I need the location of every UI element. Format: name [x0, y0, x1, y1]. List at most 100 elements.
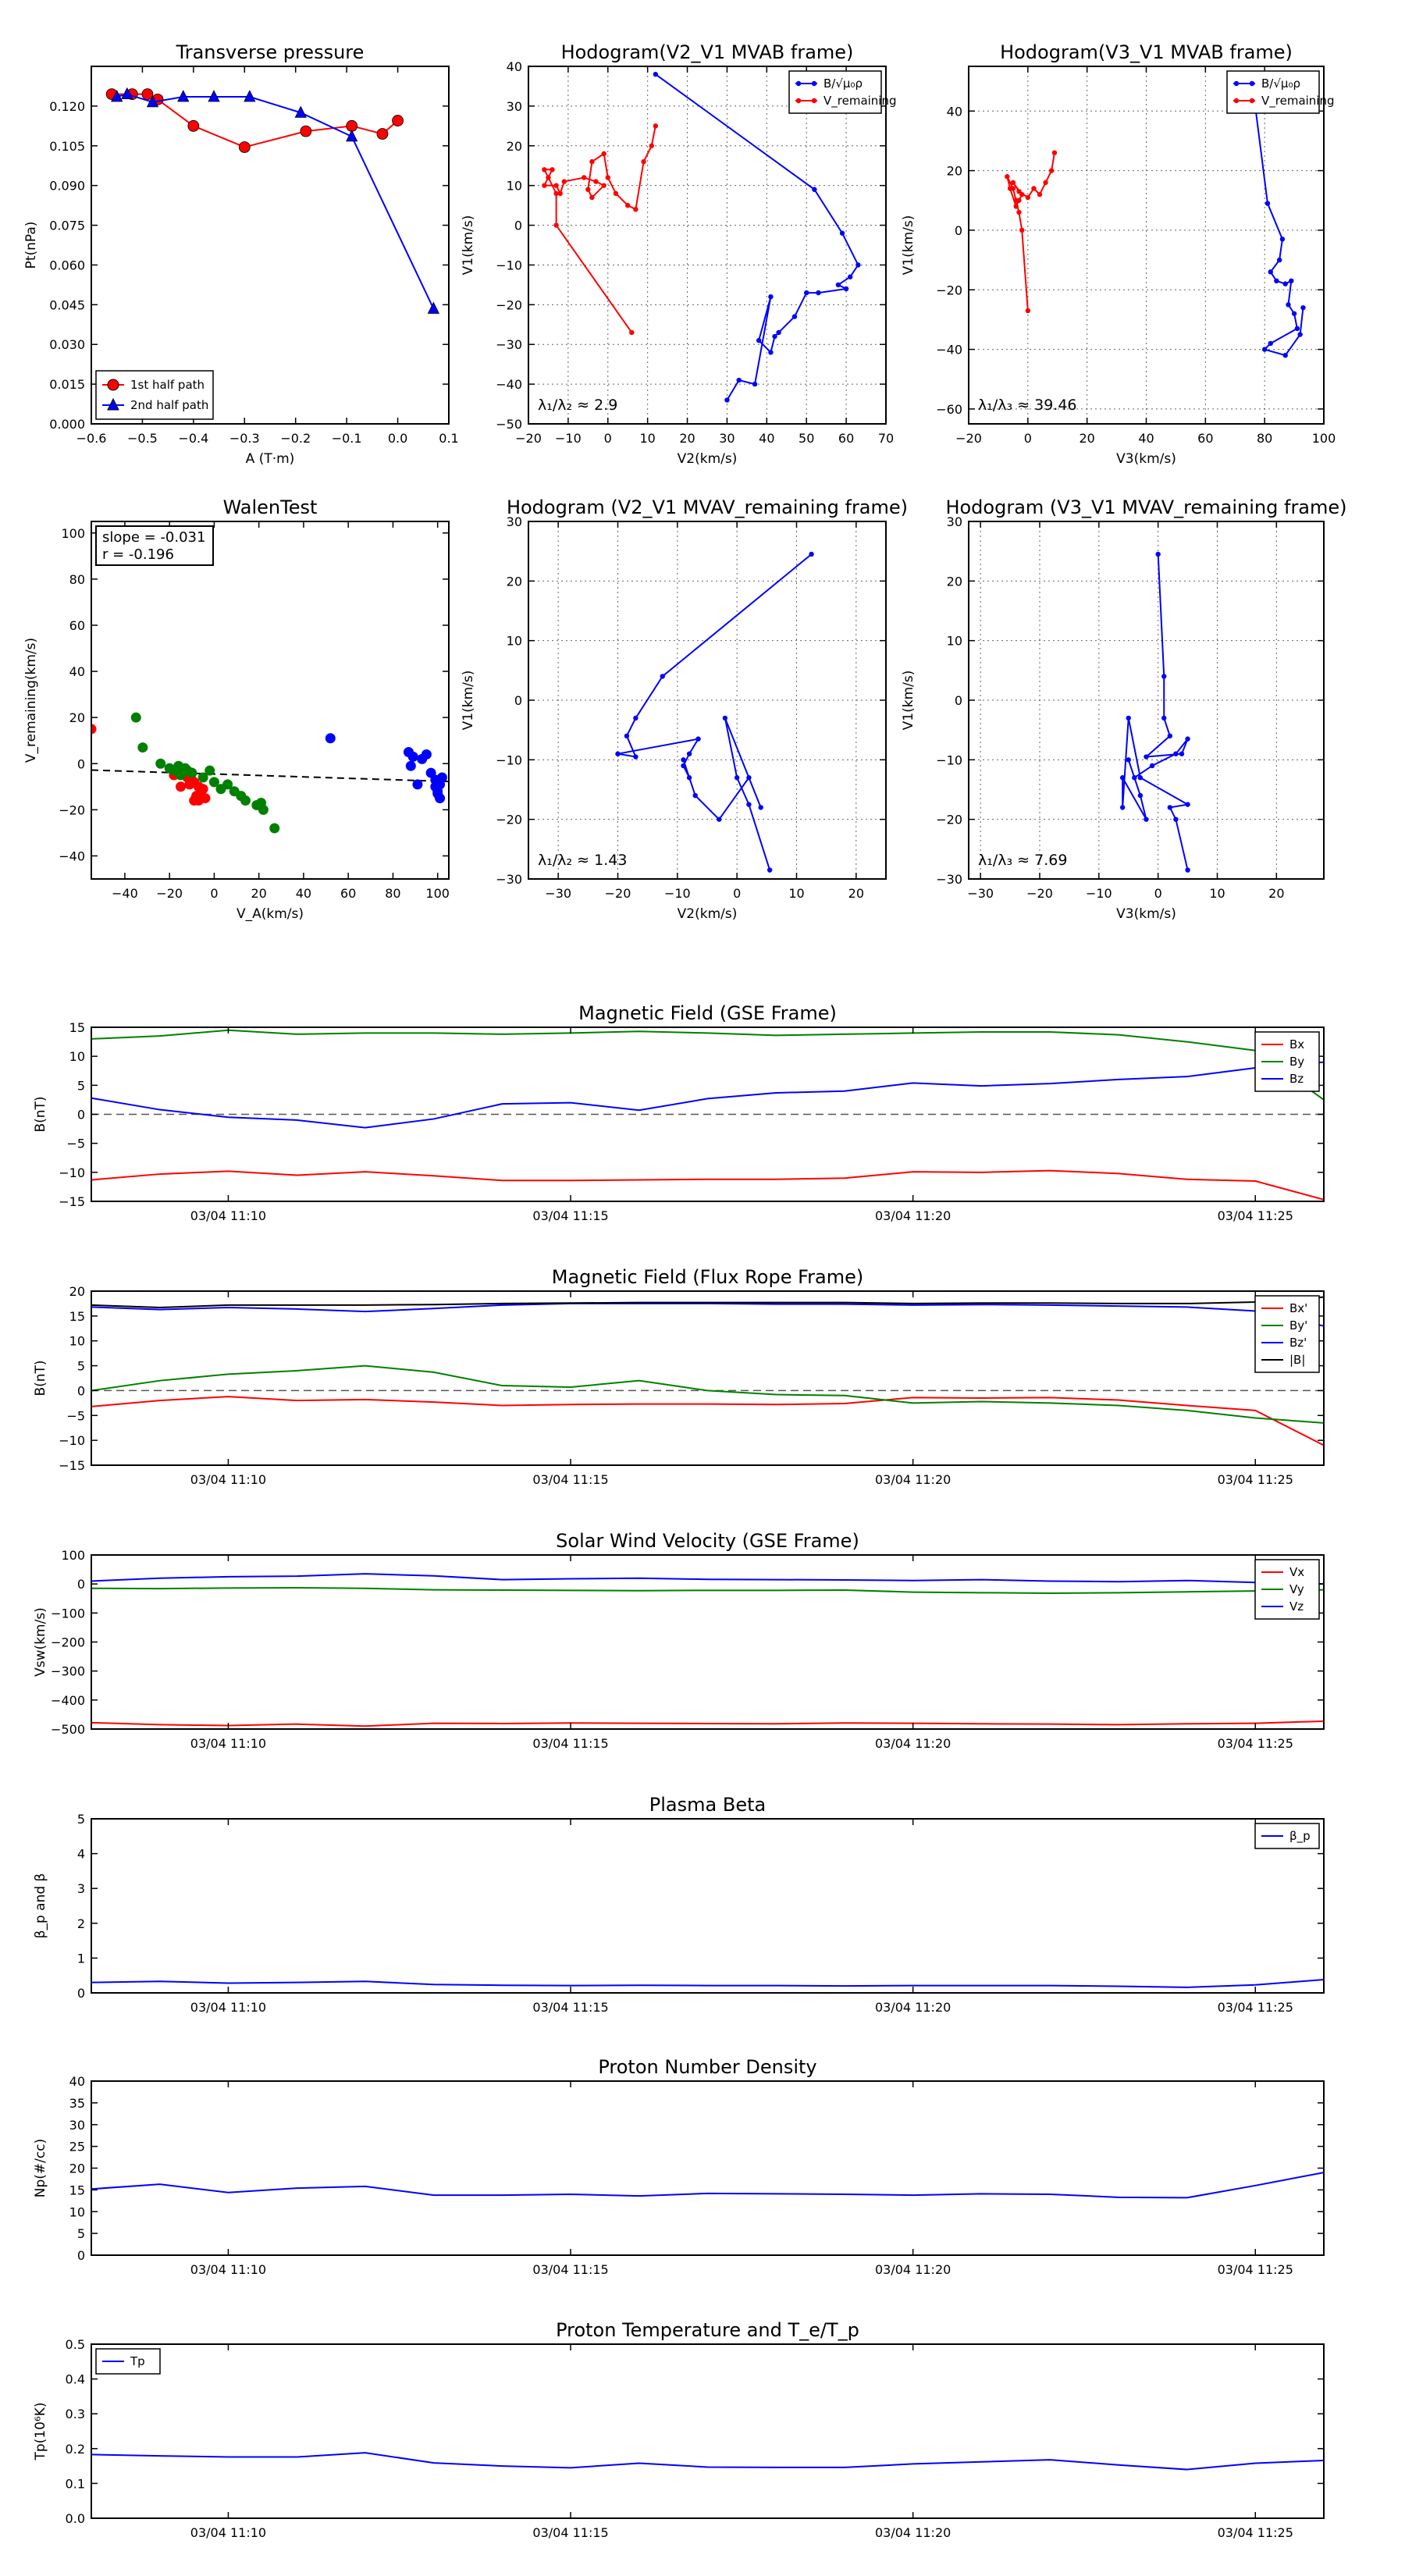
data-point [589, 194, 595, 201]
y-tick-label: 30 [507, 514, 522, 529]
data-point [605, 175, 610, 180]
y-tick-label: −200 [51, 1635, 85, 1650]
x-tick-label: 60 [340, 886, 356, 901]
x-tick-label: −0.3 [229, 431, 260, 446]
x-axis-label: V3(km/s) [1116, 451, 1176, 467]
y-tick-label: 0 [514, 219, 522, 233]
y-tick-label: −15 [59, 1458, 85, 1473]
y-tick-label: 20 [947, 164, 962, 179]
data-point [1268, 340, 1273, 347]
y-tick-label: 10 [507, 179, 522, 194]
axes-frame [91, 1818, 1325, 1994]
y-tick-label: 10 [69, 1334, 85, 1349]
y-axis-label: V1(km/s) [901, 215, 916, 276]
data-point [407, 751, 418, 762]
x-tick-label: −20 [955, 431, 982, 446]
y-tick-label: 15 [69, 1309, 85, 1324]
data-point [752, 381, 758, 387]
x-tick-label: −30 [967, 886, 994, 901]
axes-frame [968, 521, 1325, 880]
data-point [1282, 353, 1288, 358]
x-tick-label: 40 [759, 431, 774, 446]
legend-label: V_remaining [823, 94, 897, 109]
x-tick-label: 03/04 11:15 [532, 1472, 608, 1487]
chart-title: Proton Temperature and T_e/T_p [556, 2319, 859, 2341]
series-2ndhalfpath-line [116, 93, 435, 309]
series-vremaining-line [1006, 152, 1055, 311]
data-point [1161, 715, 1167, 721]
data-point [392, 115, 404, 126]
y-tick-label: −15 [59, 1194, 85, 1209]
data-point [346, 130, 358, 142]
legend: Bx By Bz [1254, 1031, 1320, 1092]
data-point [772, 333, 777, 340]
data-point [187, 767, 197, 778]
y-tick-label: 0 [77, 2248, 85, 2263]
data-point [1010, 180, 1016, 186]
chart-h1: −20 −10 0 10 20 30 40 50 60 70 −50 −40 −30 −20 −10 0 10 2… [461, 41, 897, 467]
y-axis-label: Pt(nPa) [23, 222, 39, 269]
chart-title: Hodogram(V3_V1 MVAB frame) [1000, 41, 1293, 63]
y-tick-label: 5 [77, 1078, 85, 1093]
data-point [686, 751, 692, 756]
y-tick-label: −20 [496, 297, 522, 312]
data-point [601, 151, 606, 157]
series-vz-line [91, 1573, 1324, 1585]
legend-label: By [1289, 1055, 1304, 1069]
plot-area [91, 1296, 1324, 1446]
legend-label: Vx [1289, 1565, 1304, 1579]
y-axis-label: B(nT) [33, 1360, 48, 1396]
data-point [1132, 775, 1137, 781]
plot-area [91, 1979, 1324, 1988]
data-point [1167, 805, 1173, 810]
chart-title: Transverse pressure [176, 41, 365, 63]
y-tick-label: 0.4 [66, 2372, 85, 2387]
y-tick-label: 2 [77, 1916, 85, 1931]
x-tick-label: 0 [210, 886, 218, 901]
series-vy-line [91, 1586, 1324, 1595]
data-point [205, 765, 215, 776]
legend-label: B/√μ₀ρ [1261, 76, 1300, 91]
data-point [1037, 191, 1043, 197]
data-point [1119, 805, 1126, 810]
x-tick-label: −20 [1026, 886, 1053, 901]
data-point [553, 183, 559, 188]
x-tick-label: 20 [679, 431, 695, 446]
x-tick-label: −10 [555, 431, 582, 446]
x-tick-label: 80 [385, 886, 400, 901]
y-tick-label: 0 [77, 1577, 85, 1592]
plot-area [91, 712, 449, 834]
data-point [1264, 201, 1271, 206]
y-tick-label: 10 [947, 634, 962, 649]
y-tick-label: 0.5 [66, 2337, 85, 2352]
legend-box [1254, 1295, 1320, 1373]
data-point [724, 397, 730, 403]
data-point [633, 207, 638, 212]
plot-area [1119, 551, 1190, 873]
y-tick-label: −10 [936, 753, 962, 767]
y-tick-label: 30 [947, 514, 962, 529]
legend-label: Bx [1289, 1037, 1304, 1051]
data-point [197, 772, 208, 783]
x-tick-label: 0 [1024, 431, 1032, 446]
legend: B/√μ₀ρ V_remaining [788, 70, 897, 114]
x-tick-label: 03/04 11:20 [875, 2000, 951, 2015]
data-point [1013, 204, 1019, 209]
data-point [146, 94, 159, 108]
series-by-line [91, 1364, 1324, 1424]
data-point [1007, 186, 1013, 191]
data-point [1297, 332, 1303, 337]
chart-title: Hodogram (V2_V1 MVAV_remaining frame) [507, 496, 908, 518]
y-tick-label: −30 [496, 872, 522, 887]
fit-r-label: r = -0.196 [102, 546, 174, 563]
y-tick-label: −10 [496, 258, 522, 272]
data-point [625, 202, 631, 208]
data-point [681, 757, 686, 763]
data-point [542, 183, 547, 188]
data-point [412, 779, 423, 790]
legend: Vx Vy Vz [1254, 1559, 1320, 1620]
x-tick-label: −30 [545, 886, 571, 901]
data-point [1289, 278, 1294, 283]
y-tick-label: 40 [947, 104, 962, 119]
x-tick-label: 03/04 11:20 [875, 1736, 951, 1751]
